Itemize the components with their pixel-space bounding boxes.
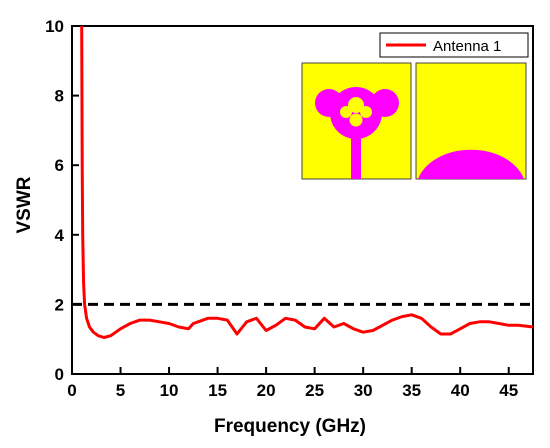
y-tick-label: 10 bbox=[45, 17, 64, 36]
x-tick-label: 0 bbox=[67, 381, 76, 400]
antenna-feedline bbox=[351, 130, 361, 179]
antenna-back-inset bbox=[415, 62, 527, 180]
x-axis-title: Frequency (GHz) bbox=[214, 416, 366, 437]
antenna-front-inset bbox=[301, 62, 412, 180]
y-tick-label: 2 bbox=[55, 295, 64, 314]
x-tick-label: 25 bbox=[305, 381, 324, 400]
x-tick-label: 45 bbox=[499, 381, 518, 400]
antenna-slot-bottom bbox=[349, 113, 363, 127]
x-tick-label: 10 bbox=[160, 381, 179, 400]
y-axis: 0 2 4 6 8 10 bbox=[45, 17, 79, 384]
y-tick-label: 0 bbox=[55, 365, 64, 384]
legend: Antenna 1 bbox=[379, 32, 529, 58]
x-tick-label: 15 bbox=[208, 381, 227, 400]
y-tick-label: 4 bbox=[55, 226, 65, 245]
series-line-antenna-1 bbox=[80, 26, 533, 339]
y-tick-label: 8 bbox=[55, 87, 64, 106]
y-tick-label: 6 bbox=[55, 156, 64, 175]
antenna-ground-plane bbox=[418, 149, 524, 179]
x-tick-label: 30 bbox=[354, 381, 373, 400]
x-tick-label: 40 bbox=[451, 381, 470, 400]
legend-label: Antenna 1 bbox=[433, 38, 501, 55]
y-axis-title: VSWR bbox=[14, 176, 35, 233]
antenna-slot-top bbox=[348, 97, 364, 113]
series-layer bbox=[72, 26, 533, 339]
x-tick-label: 35 bbox=[402, 381, 421, 400]
x-tick-label: 20 bbox=[257, 381, 276, 400]
antenna-ground-notch bbox=[465, 139, 477, 146]
x-axis: 0 5 10 15 20 25 30 35 40 45 bbox=[67, 367, 518, 400]
antenna-slot-left bbox=[340, 106, 352, 118]
x-tick-label: 5 bbox=[116, 381, 125, 400]
antenna-slot-right bbox=[360, 106, 372, 118]
antenna-patch bbox=[315, 87, 399, 179]
